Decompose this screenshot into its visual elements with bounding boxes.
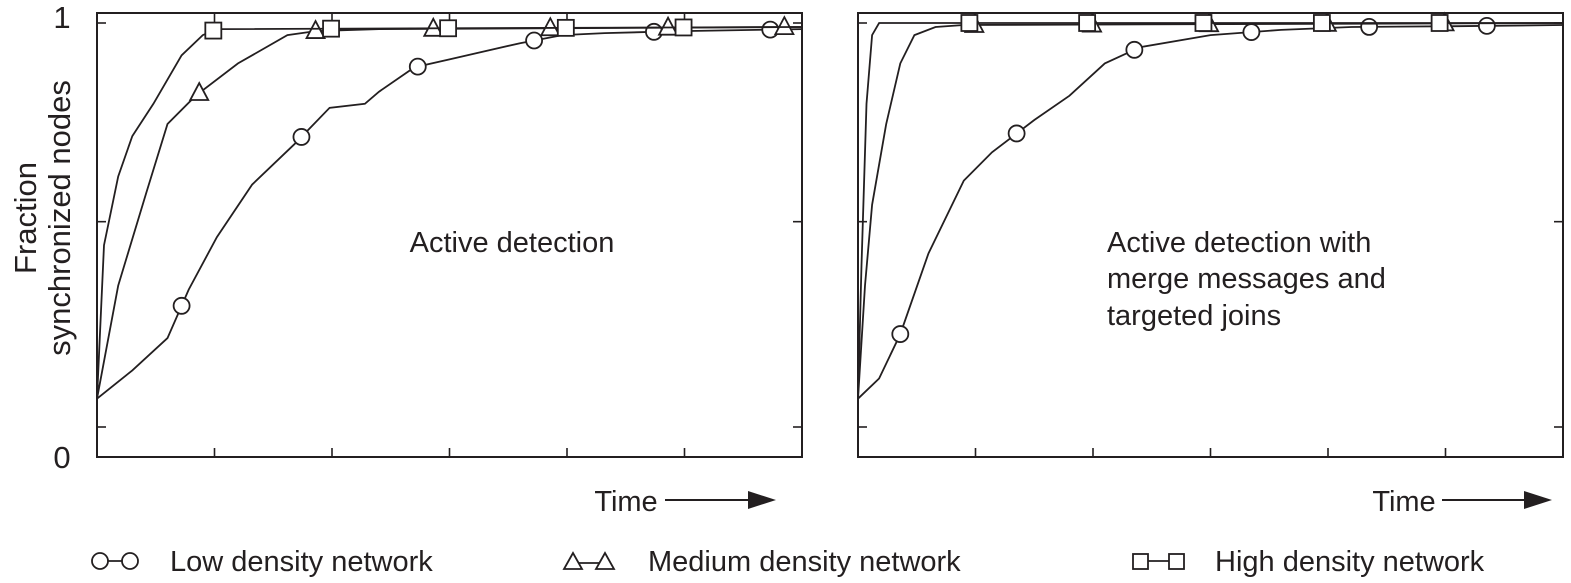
y-axis-label-line-2: synchronized nodes bbox=[42, 80, 77, 356]
series-group bbox=[96, 15, 803, 400]
data-point-square bbox=[1312, 14, 1331, 32]
series-line-triangle bbox=[96, 26, 803, 399]
data-point-circle bbox=[525, 31, 543, 50]
data-point-circle bbox=[1360, 18, 1379, 36]
time-arrow-icon bbox=[665, 491, 776, 509]
data-point-square bbox=[204, 21, 223, 40]
legend-label: Low density network bbox=[170, 546, 433, 578]
triangle-marker-icon bbox=[562, 551, 616, 570]
x-axis-label: Time bbox=[1372, 486, 1435, 518]
series-line-triangle bbox=[857, 22, 1564, 399]
circle-marker-icon bbox=[91, 552, 139, 570]
x-axis-label: Time bbox=[594, 486, 657, 518]
legend-item-medium: Medium density network bbox=[562, 546, 961, 578]
data-point-square bbox=[556, 18, 575, 37]
legend: Low density network Medium density netwo… bbox=[91, 546, 1485, 578]
data-point-circle bbox=[1007, 124, 1026, 143]
data-point-triangle bbox=[422, 16, 444, 37]
series-group bbox=[857, 11, 1564, 400]
legend-label: Medium density network bbox=[648, 546, 961, 578]
data-point-square bbox=[1078, 14, 1097, 32]
panel-annotation-line-1: Active detection with bbox=[1107, 227, 1371, 259]
y-axis-label: Fraction synchronized nodes bbox=[8, 80, 77, 356]
series-line-square bbox=[857, 22, 1563, 399]
data-point-square bbox=[960, 14, 979, 32]
data-point-circle bbox=[1125, 40, 1144, 59]
panel-annotation: Active detection bbox=[410, 227, 615, 259]
panel-annotation-line-3: targeted joins bbox=[1107, 300, 1281, 332]
data-point-square bbox=[1430, 14, 1449, 32]
y-tick-label-top: 1 bbox=[53, 0, 70, 35]
series-line-circle bbox=[96, 28, 803, 400]
data-point-triangle bbox=[773, 15, 795, 36]
legend-item-high: High density network bbox=[1132, 546, 1485, 578]
data-point-circle bbox=[172, 296, 191, 315]
y-axis-label-line-1: Fraction bbox=[8, 162, 43, 274]
data-point-triangle bbox=[657, 15, 679, 36]
data-point-circle bbox=[761, 20, 780, 39]
legend-item-low: Low density network bbox=[91, 546, 433, 578]
y-tick-label-bottom: 0 bbox=[53, 440, 70, 475]
panel-active-detection: Active detection Time bbox=[96, 12, 803, 518]
series-line-square bbox=[96, 26, 803, 399]
data-point-triangle bbox=[539, 16, 561, 37]
data-point-circle bbox=[408, 57, 427, 76]
data-point-circle bbox=[1242, 23, 1261, 41]
data-point-circle bbox=[292, 128, 311, 146]
data-point-square bbox=[322, 19, 340, 38]
data-point-circle bbox=[891, 325, 910, 343]
data-point-square bbox=[1194, 14, 1213, 32]
legend-label: High density network bbox=[1215, 546, 1485, 578]
data-point-triangle bbox=[188, 81, 210, 101]
panel-annotation-line-2: merge messages and bbox=[1107, 263, 1386, 295]
data-point-square bbox=[674, 18, 693, 37]
panel-active-detection-merge: Active detection with merge messages and… bbox=[857, 11, 1564, 518]
data-point-circle bbox=[1477, 16, 1496, 35]
square-marker-icon bbox=[1132, 553, 1185, 570]
data-point-square bbox=[439, 19, 457, 38]
series-line-circle bbox=[857, 24, 1564, 400]
time-arrow-icon bbox=[1442, 491, 1552, 509]
